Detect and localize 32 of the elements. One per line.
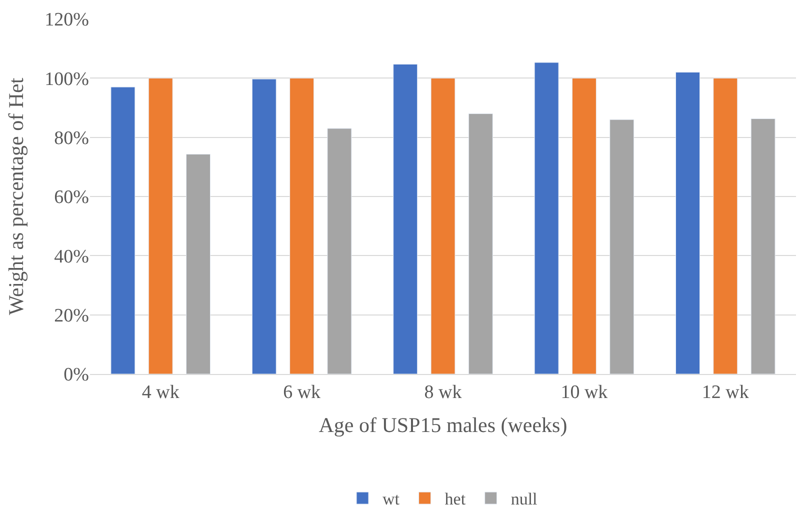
bar [290,78,314,374]
y-tick-label: 80% [54,128,90,149]
y-tick-label: 100% [44,68,90,90]
bar [252,78,276,374]
bar [534,62,559,374]
x-tick-label: 6 wk [283,382,322,403]
x-tick-label: 4 wk [142,382,180,403]
bar [148,78,173,374]
legend-label: null [510,490,538,509]
x-tick-label: 10 wk [560,382,608,403]
bar [750,118,776,374]
x-tick-label: 12 wk [702,382,750,403]
bar [327,128,352,374]
x-axis-title: Age of USP15 males (weeks) [318,413,568,437]
bar [430,78,456,374]
legend-label: wt [382,490,400,509]
y-tick-label: 0% [64,364,90,386]
y-tick-label: 60% [54,187,90,208]
bar [186,154,211,374]
bar [675,72,700,374]
x-tick-label: 8 wk [424,382,462,403]
y-axis-title: Weight as percentage of Het [4,78,28,316]
y-tick-label: 120% [44,10,90,31]
legend-label: het [444,490,466,509]
bar [110,86,136,374]
bar [713,78,738,374]
y-tick-label: 40% [54,246,90,268]
bar [610,119,634,374]
bar [468,113,493,374]
bar [572,78,596,374]
y-tick-label: 20% [54,305,90,326]
bar [393,64,418,374]
